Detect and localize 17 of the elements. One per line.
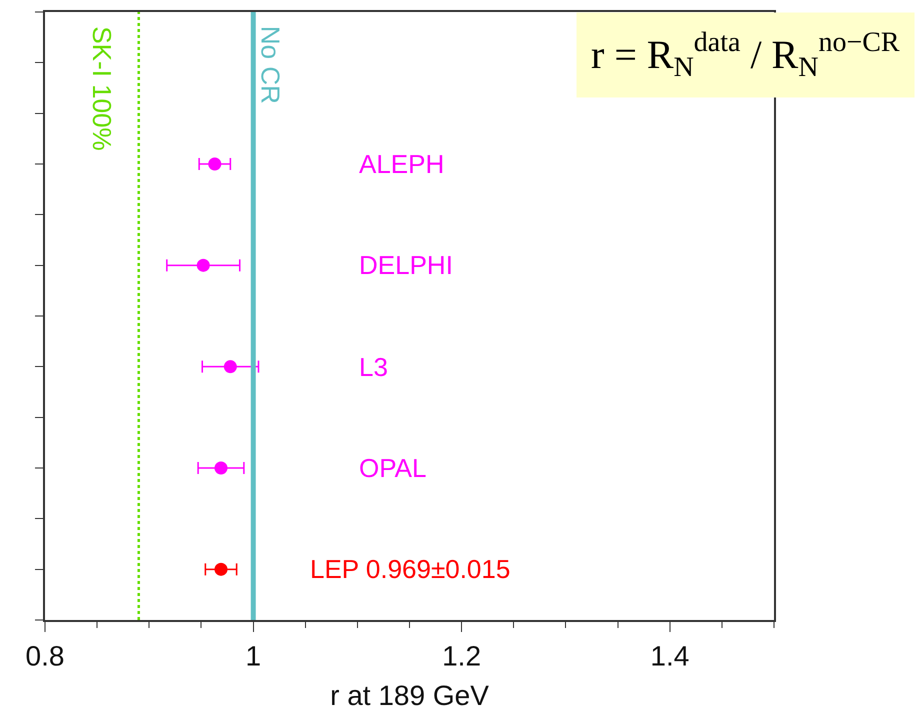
x-tick-label: 1.2 [442, 640, 482, 672]
point [214, 462, 228, 474]
y-tick-label: DELPHI [359, 250, 453, 280]
x-tick-label: 1 [246, 640, 262, 672]
point [196, 258, 210, 272]
y-tick-label: ALEPH [359, 149, 444, 179]
ref-line-label: SK-I 100% [86, 26, 117, 151]
point [224, 360, 237, 374]
ref-line-label: No CR [255, 26, 286, 104]
x-axis-title: r at 189 GeV [330, 680, 490, 712]
y-tick-label: OPAL [359, 453, 426, 483]
x-tick-label: 0.8 [26, 640, 64, 672]
x-tick-label: 1.4 [650, 640, 690, 672]
y-tick-label: LEP 0.969±0.015 [310, 554, 510, 584]
point [208, 158, 222, 170]
point [214, 562, 228, 576]
y-tick-label: L3 [359, 352, 388, 382]
